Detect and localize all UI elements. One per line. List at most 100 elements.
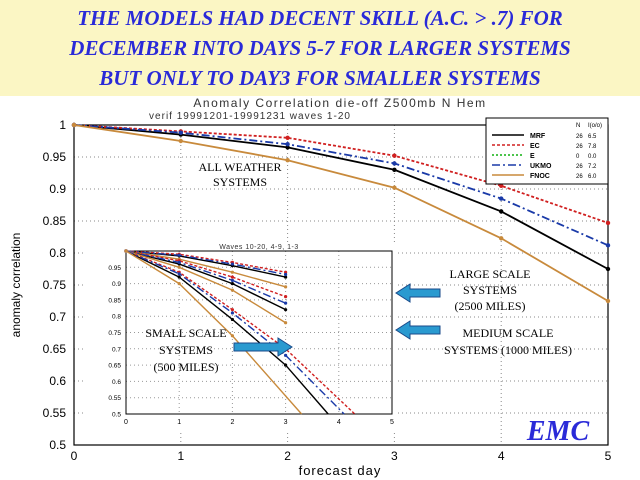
inset-line-large-fnoc: [125, 250, 286, 288]
inset-y-tick-label: 0.55: [108, 395, 121, 402]
y-tick-label: 0.8: [49, 246, 66, 260]
inset-x-tick-label: 1: [177, 419, 181, 426]
y-tick-label: 0.95: [43, 150, 67, 164]
inset-point-small-fnoc: [230, 334, 234, 338]
series-line-fnoc: [73, 124, 609, 302]
inset-line-large-ec: [125, 250, 286, 273]
y-tick-label: 0.85: [43, 214, 67, 228]
inset-point-large-mrf: [284, 275, 288, 279]
x-tick-label: 2: [284, 449, 291, 463]
series-point-fnoc: [392, 185, 397, 190]
series-line-mrf: [73, 124, 609, 270]
series-point-ec: [392, 153, 397, 158]
inset-point-small-mrf: [230, 317, 234, 322]
plot-frame: [73, 124, 609, 446]
headline-line-2: DECEMBER INTO DAYS 5-7 FOR LARGER SYSTEM…: [69, 36, 571, 60]
inset-point-small-mrf: [284, 363, 288, 367]
legend-box: [485, 117, 609, 185]
x-tick-label: 0: [71, 449, 78, 463]
inset-point-large-ukmo: [177, 253, 181, 257]
inset-point-medium-ec: [230, 275, 234, 279]
y-tick-label: 0.65: [43, 342, 67, 356]
inset-y-tick-label: 0.8: [112, 314, 121, 321]
inset-line-medium-fnoc: [125, 250, 286, 324]
headline-banner: [0, 0, 640, 96]
medium-scale-label: MEDIUM SCALE: [462, 326, 553, 340]
series-point-ukmo: [178, 130, 183, 135]
inset-y-tick-label: 0.5: [112, 412, 121, 419]
y-tick-label: 1: [59, 118, 66, 132]
small-scale-label: SMALL SCALE: [145, 326, 226, 340]
small-scale-label: (500 MILES): [154, 360, 219, 374]
large-scale-label: LARGE SCALE: [450, 267, 531, 281]
series-point-mrf: [499, 209, 504, 214]
chart-title: Anomaly Correlation die-off Z500mb N Hem: [193, 96, 486, 110]
y-axis-label: anomaly correlation: [9, 233, 23, 338]
all-weather-label: ALL WEATHER: [199, 160, 282, 174]
large-scale-label: (2500 MILES): [455, 299, 526, 313]
inset-title: Waves 10-20, 4-9, 1-3: [219, 244, 299, 251]
x-tick-label: 3: [391, 449, 398, 463]
inset-point-small-ukmo: [177, 272, 181, 276]
arrow-medium-scale: [395, 320, 441, 340]
y-tick-label: 0.5: [49, 438, 66, 452]
inset-background: [86, 243, 398, 433]
series-point-ec: [285, 135, 290, 140]
inset-y-tick-label: 0.85: [108, 297, 121, 304]
x-tick-label: 5: [605, 449, 612, 463]
legend-n-ec: 26: [576, 144, 583, 150]
series-point-ukmo: [499, 196, 504, 201]
legend-header-n: N: [576, 123, 580, 129]
legend-i-ukmo: 7.2: [588, 164, 597, 170]
inset-point-large-ec: [284, 270, 288, 274]
y-tick-label: 0.6: [49, 374, 66, 388]
inset-point-large-ukmo: [230, 262, 234, 266]
inset-line-small-fnoc: [125, 250, 303, 415]
chart-subtitle: verif 19991201-19991231 waves 1-20: [149, 111, 351, 122]
inset-x-tick-label: 4: [337, 419, 341, 426]
headline-line-3: BUT ONLY TO DAY3 FOR SMALLER SYSTEMS: [99, 66, 541, 90]
anomaly-correlation-chart: Anomaly Correlation die-off Z500mb N Hem…: [9, 96, 612, 478]
inset-point-small-fnoc: [124, 249, 128, 253]
legend-n-mrf: 26: [576, 134, 583, 140]
legend-i-fnoc: 6.0: [588, 174, 597, 180]
inset-line-medium-ec: [125, 250, 286, 298]
inset-y-tick-label: 0.6: [112, 379, 121, 386]
series-line-ukmo: [73, 124, 609, 247]
series-point-mrf: [285, 145, 290, 150]
legend-label-ec: EC: [530, 143, 540, 150]
inset-y-tick-label: 0.7: [112, 346, 121, 353]
inset-line-large-mrf: [125, 250, 286, 278]
x-axis-label: forecast day: [299, 463, 382, 478]
y-tick-label: 0.75: [43, 278, 67, 292]
emc-watermark: EMC: [526, 416, 590, 447]
inset-point-medium-fnoc: [177, 265, 181, 269]
inset-x-tick-label: 2: [230, 419, 234, 426]
all-weather-label: SYSTEMS: [213, 175, 267, 189]
small-scale-label: SYSTEMS: [159, 343, 213, 357]
inset-line-medium-mrf: [125, 250, 286, 311]
legend-n-fnoc: 26: [576, 174, 583, 180]
inset-x-tick-label: 5: [390, 419, 394, 426]
inset-point-medium-mrf: [284, 308, 288, 312]
arrow-large-scale: [395, 283, 441, 303]
series-point-ukmo: [605, 243, 611, 248]
x-tick-label: 4: [498, 449, 505, 463]
inset-point-small-ukmo: [230, 311, 234, 315]
inset-point-large-fnoc: [230, 270, 234, 274]
medium-scale-label: SYSTEMS (1000 MILES): [444, 343, 572, 357]
series-point-ukmo: [285, 142, 290, 147]
legend-n-e: 0: [576, 154, 580, 160]
inset-point-medium-ec: [284, 295, 288, 299]
legend-label-e: E: [530, 153, 535, 160]
inset-point-medium-mrf: [230, 282, 234, 286]
inset-frame: [125, 250, 393, 415]
inset-point-medium-fnoc: [284, 321, 288, 325]
inset-point-medium-ukmo: [284, 301, 288, 305]
series-point-ec: [605, 220, 611, 226]
inset-y-tick-label: 0.75: [108, 330, 121, 337]
inset-x-tick-label: 0: [124, 419, 128, 426]
series-point-fnoc: [499, 236, 504, 241]
series-point-ukmo: [392, 161, 397, 166]
headline-line-1: THE MODELS HAD DECENT SKILL (A.C. > .7) …: [77, 6, 563, 30]
